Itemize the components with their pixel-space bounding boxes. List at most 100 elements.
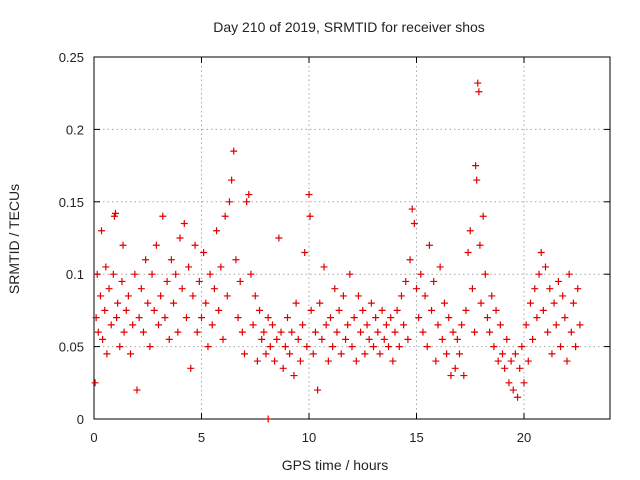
data-point — [531, 285, 539, 293]
data-point — [453, 335, 461, 343]
data-point — [129, 321, 137, 329]
data-point — [559, 292, 567, 300]
data-point — [93, 270, 101, 278]
data-point — [402, 277, 410, 285]
data-point — [91, 379, 99, 387]
data-point — [329, 343, 337, 351]
data-point — [268, 321, 276, 329]
data-point — [206, 270, 214, 278]
data-point — [210, 285, 218, 293]
data-point — [249, 321, 257, 329]
data-point — [165, 335, 173, 343]
data-point — [511, 350, 519, 358]
data-point — [432, 357, 440, 365]
data-point — [572, 343, 580, 351]
data-point — [299, 321, 307, 329]
data-point — [428, 306, 436, 314]
data-point — [546, 285, 554, 293]
data-point — [144, 299, 152, 307]
data-point — [449, 328, 457, 336]
data-point — [170, 299, 178, 307]
data-point — [234, 314, 242, 322]
data-point — [376, 350, 384, 358]
data-point — [440, 299, 448, 307]
data-point — [413, 285, 420, 293]
x-axis-label: GPS time / hours — [282, 457, 389, 473]
data-point — [320, 263, 328, 271]
data-point — [466, 227, 474, 235]
data-point — [365, 335, 373, 343]
grid-lines — [94, 57, 610, 419]
data-point — [105, 285, 113, 293]
data-point — [509, 386, 517, 394]
data-point — [253, 357, 261, 365]
data-point — [225, 198, 233, 206]
data-point — [292, 299, 300, 307]
data-point — [475, 88, 483, 96]
data-point — [501, 364, 509, 372]
data-point — [385, 343, 393, 351]
data-point — [178, 285, 186, 293]
data-point — [182, 314, 190, 322]
data-point — [98, 227, 106, 235]
data-point — [176, 234, 184, 242]
data-point — [305, 191, 313, 199]
chart-title: Day 210 of 2019, SRMTID for receiver sho… — [213, 19, 485, 35]
data-point — [335, 306, 343, 314]
data-point — [419, 328, 427, 336]
data-point — [109, 270, 117, 278]
data-point — [337, 350, 345, 358]
data-point — [557, 343, 565, 351]
data-point — [490, 343, 498, 351]
data-point — [451, 364, 459, 372]
data-point — [395, 343, 403, 351]
data-point — [382, 321, 390, 329]
data-point — [324, 357, 332, 365]
data-point — [286, 350, 294, 358]
y-tick-label: 0.05 — [59, 340, 84, 355]
data-point — [417, 270, 425, 278]
data-point — [415, 314, 423, 322]
data-point — [563, 357, 571, 365]
data-point — [161, 314, 169, 322]
data-point — [391, 328, 399, 336]
data-point — [142, 256, 150, 264]
data-point — [472, 162, 480, 170]
data-point — [213, 227, 221, 235]
data-points — [91, 79, 584, 423]
data-point — [518, 343, 526, 351]
data-point — [262, 350, 270, 358]
data-point — [223, 292, 231, 300]
data-point — [275, 234, 283, 242]
data-point — [400, 321, 408, 329]
data-point — [189, 292, 197, 300]
data-point — [367, 299, 375, 307]
data-point — [294, 335, 302, 343]
data-point — [150, 306, 158, 314]
y-tick-label: 0.25 — [59, 50, 84, 65]
data-point — [561, 314, 569, 322]
data-point — [322, 321, 330, 329]
data-point — [421, 292, 429, 300]
data-point — [264, 314, 272, 322]
data-point — [462, 306, 470, 314]
data-point — [230, 147, 238, 155]
data-point — [372, 314, 380, 322]
data-point — [483, 314, 491, 322]
data-point — [456, 350, 463, 358]
data-point — [507, 357, 515, 365]
data-point — [548, 350, 556, 358]
data-point — [243, 198, 251, 206]
data-point — [481, 270, 489, 278]
data-point — [273, 335, 281, 343]
data-point — [251, 292, 259, 300]
data-point — [333, 328, 341, 336]
data-point — [238, 328, 246, 336]
data-point — [200, 248, 208, 256]
data-point — [303, 343, 311, 351]
data-point — [119, 241, 127, 249]
data-point — [314, 386, 322, 394]
data-point — [116, 343, 124, 351]
data-point — [378, 306, 386, 314]
